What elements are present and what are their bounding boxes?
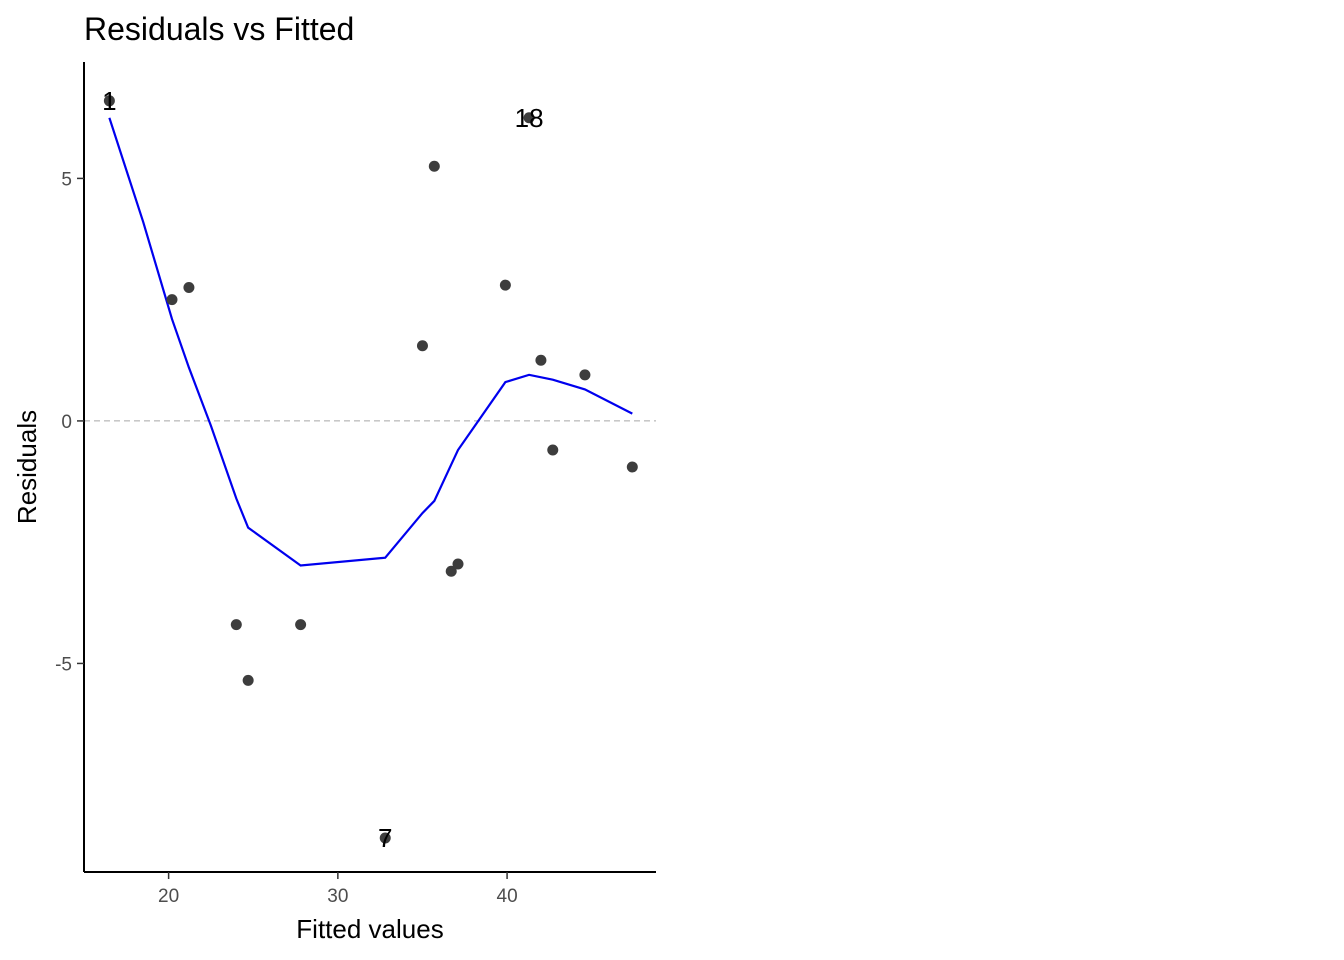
data-point bbox=[295, 619, 307, 631]
point-label: 1 bbox=[102, 86, 116, 116]
data-point bbox=[230, 619, 242, 631]
points-group bbox=[103, 95, 638, 844]
y-axis-title: Residuals bbox=[12, 410, 42, 524]
x-tick-label: 30 bbox=[327, 886, 348, 907]
data-point bbox=[626, 461, 638, 473]
chart-title: Residuals vs Fitted bbox=[84, 11, 354, 47]
data-point bbox=[166, 294, 178, 306]
data-point bbox=[103, 95, 115, 107]
data-point bbox=[535, 354, 547, 366]
point-labels-group: 1 18 7 bbox=[102, 86, 543, 853]
data-point bbox=[379, 832, 391, 844]
y-tick-label: 5 bbox=[61, 169, 72, 190]
smooth-line-group bbox=[108, 117, 633, 567]
x-tick-label: 40 bbox=[497, 886, 518, 907]
axes-group: 20 30 40 -5 0 5 bbox=[55, 62, 656, 907]
smooth-line bbox=[108, 117, 633, 567]
x-axis-title: Fitted values bbox=[296, 914, 443, 944]
data-point bbox=[242, 674, 254, 686]
data-point bbox=[499, 279, 511, 291]
data-point bbox=[428, 160, 440, 172]
y-tick-label: -5 bbox=[55, 654, 72, 675]
data-point bbox=[579, 369, 591, 381]
x-tick-label: 20 bbox=[158, 886, 179, 907]
y-tick-label: 0 bbox=[61, 412, 72, 433]
data-point bbox=[452, 558, 464, 570]
point-label: 18 bbox=[515, 103, 544, 133]
data-point bbox=[547, 444, 559, 456]
data-point bbox=[416, 340, 428, 352]
point-label: 7 bbox=[378, 823, 392, 853]
data-point bbox=[445, 565, 457, 577]
data-point bbox=[183, 282, 195, 294]
data-point bbox=[523, 112, 535, 124]
